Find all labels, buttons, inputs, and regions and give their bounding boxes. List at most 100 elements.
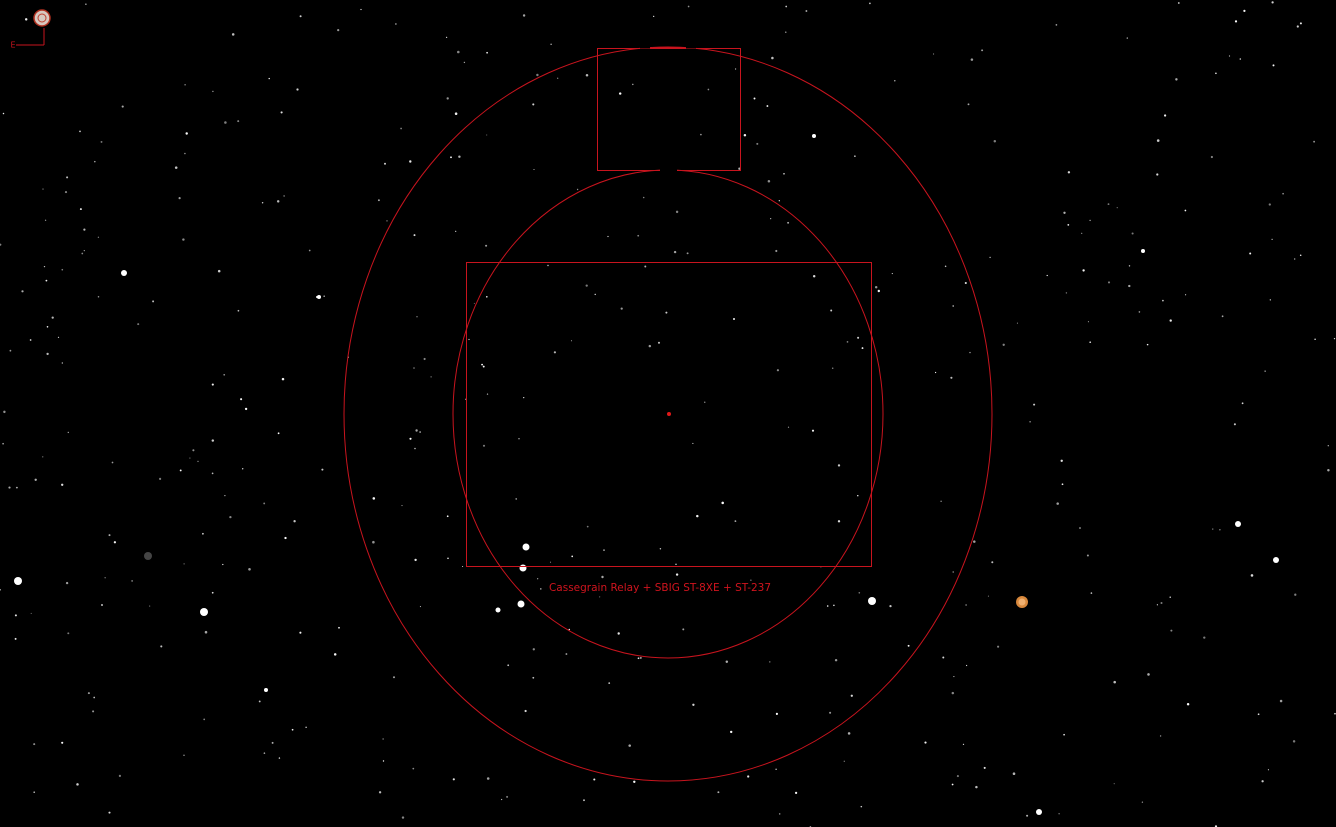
- star: [8, 486, 11, 489]
- star: [648, 344, 652, 348]
- star: [15, 486, 18, 489]
- star: [237, 309, 240, 312]
- star: [1146, 343, 1149, 346]
- star: [231, 33, 235, 36]
- star: [185, 132, 188, 135]
- star: [517, 600, 525, 608]
- star: [1228, 55, 1231, 57]
- star: [447, 557, 449, 560]
- star: [1296, 25, 1299, 28]
- compass[interactable]: E: [10, 9, 51, 50]
- star: [33, 791, 36, 794]
- star: [217, 269, 221, 273]
- star: [395, 23, 397, 25]
- star: [1141, 801, 1144, 803]
- star: [785, 31, 787, 33]
- compass-icon[interactable]: [33, 9, 51, 27]
- star: [515, 498, 517, 500]
- star: [633, 780, 636, 783]
- star: [1264, 370, 1266, 372]
- star: [1292, 740, 1296, 743]
- star: [1249, 252, 1252, 255]
- star: [1089, 341, 1092, 344]
- star: [1271, 1, 1274, 4]
- star: [455, 230, 457, 232]
- star: [1002, 343, 1005, 346]
- star: [486, 393, 489, 395]
- star: [830, 309, 833, 312]
- star: [482, 444, 486, 447]
- star: [283, 195, 285, 197]
- star: [14, 577, 22, 585]
- star: [787, 426, 790, 428]
- star: [547, 264, 549, 267]
- star: [771, 56, 774, 60]
- star: [184, 152, 186, 155]
- star: [846, 341, 849, 343]
- star: [258, 700, 261, 703]
- star: [1334, 712, 1336, 715]
- star: [291, 728, 294, 731]
- star: [975, 785, 978, 789]
- star: [1282, 192, 1284, 195]
- star: [787, 221, 790, 224]
- star: [1212, 528, 1214, 530]
- star: [942, 656, 945, 659]
- star: [61, 362, 63, 364]
- star: [1128, 265, 1131, 267]
- star: [1299, 22, 1302, 25]
- star: [570, 340, 573, 342]
- star: [14, 637, 17, 640]
- star: [532, 103, 535, 106]
- star: [9, 349, 12, 352]
- star: [735, 68, 737, 70]
- star: [586, 525, 589, 528]
- star: [1250, 574, 1254, 577]
- star: [224, 121, 227, 124]
- star: [753, 97, 756, 100]
- star: [783, 172, 785, 175]
- compass-icon-inner: [37, 13, 47, 23]
- star: [204, 630, 208, 634]
- star: [144, 552, 152, 560]
- star: [603, 549, 605, 552]
- star: [372, 497, 376, 500]
- star: [721, 501, 724, 505]
- star: [66, 176, 69, 179]
- star: [409, 437, 412, 440]
- star: [1113, 680, 1116, 684]
- star: [65, 581, 69, 585]
- star: [261, 202, 264, 204]
- star: [507, 664, 510, 667]
- star: [673, 250, 677, 254]
- star: [43, 265, 46, 268]
- star: [1184, 209, 1187, 212]
- center-marker: [667, 412, 671, 416]
- star: [500, 798, 503, 801]
- star: [1156, 604, 1158, 606]
- star: [766, 105, 769, 107]
- star: [524, 709, 527, 713]
- star: [776, 369, 780, 372]
- star: [1036, 809, 1042, 815]
- star: [675, 210, 679, 214]
- star: [1294, 593, 1297, 596]
- star: [639, 656, 642, 659]
- star: [1046, 274, 1048, 277]
- star: [962, 743, 965, 746]
- star: [585, 73, 589, 77]
- star: [83, 228, 86, 231]
- star: [833, 604, 835, 607]
- star: [242, 468, 244, 470]
- star: [97, 296, 100, 298]
- star: [495, 607, 501, 613]
- star: [536, 73, 539, 77]
- star: [486, 51, 488, 54]
- star: [121, 105, 124, 108]
- star: [1107, 203, 1110, 206]
- star: [1327, 445, 1329, 447]
- star: [729, 730, 733, 734]
- star: [1086, 554, 1089, 557]
- star: [1294, 258, 1296, 260]
